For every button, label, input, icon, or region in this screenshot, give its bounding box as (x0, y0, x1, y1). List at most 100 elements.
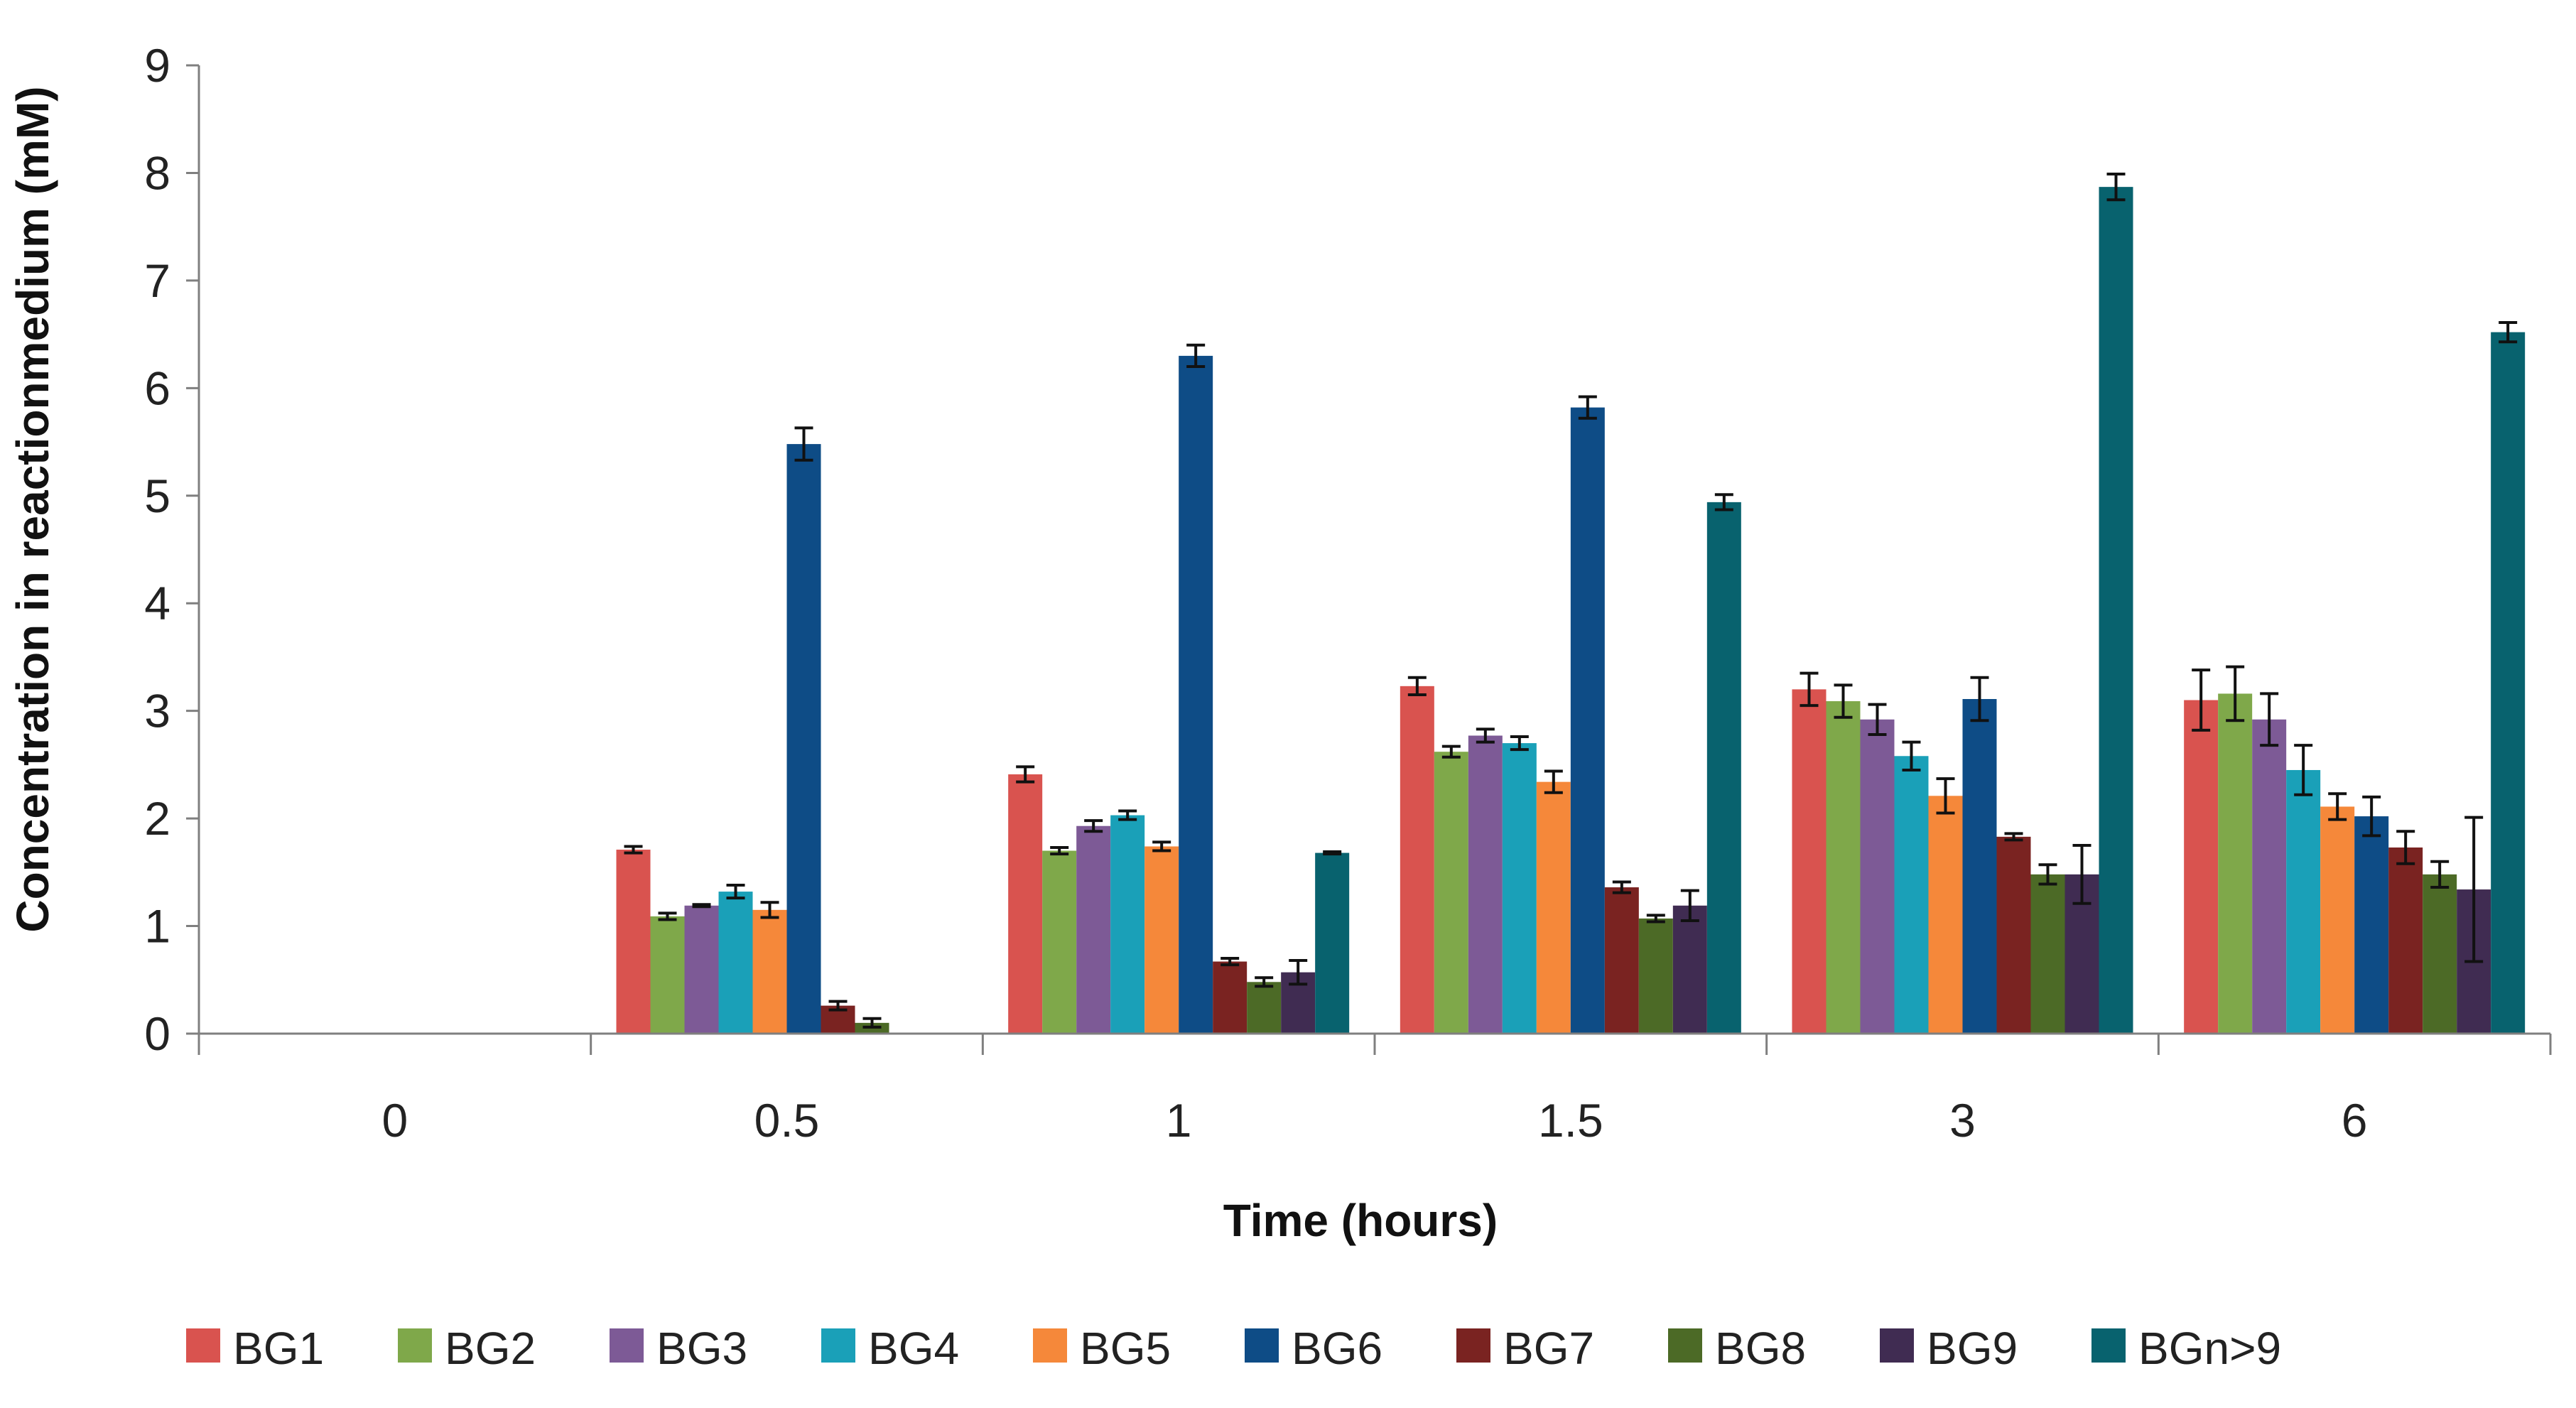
legend-label: BG8 (1715, 1323, 1806, 1374)
legend-label: BG9 (1927, 1323, 2018, 1374)
error-bar-bg2-t6 (2226, 665, 2245, 722)
error-bar-bg9-t1.5 (1680, 889, 1699, 922)
bar-bg2-t1 (1042, 850, 1077, 1034)
bar-bg8-t1.5 (1638, 918, 1673, 1034)
legend-item-bg6: BG6 (1245, 1323, 1382, 1374)
bar-bg5-t6 (2320, 806, 2355, 1034)
legend-item-bg7: BG7 (1456, 1323, 1594, 1374)
bar-bg5-t0.5 (752, 909, 787, 1034)
bar-bg7-t3 (1996, 836, 2031, 1034)
labels-layer: 0 1 2 3 4 5 6 7 8 9 0 0.5 1 1.5 3 6 (144, 39, 2367, 1147)
error-bar-bg7-t6 (2396, 830, 2415, 865)
bar-bg6-t1 (1179, 355, 1213, 1034)
legend-label: BG6 (1292, 1323, 1382, 1374)
error-bar-bgn9-t6 (2499, 320, 2518, 344)
bar-bg7-t6 (2388, 847, 2423, 1034)
bar-bg1-t1.5 (1400, 686, 1434, 1034)
x-tick-label: 1 (1166, 1094, 1192, 1147)
legend-item-bg2: BG2 (398, 1323, 536, 1374)
bar-bg1-t6 (2184, 700, 2219, 1034)
error-bar-bg4-t1.5 (1510, 735, 1529, 752)
error-bar-bg4-t3 (1902, 740, 1921, 771)
legend-label: BG1 (233, 1323, 324, 1374)
bar-bgn9-t1 (1315, 852, 1350, 1034)
legend-item-bg4: BG4 (821, 1323, 959, 1374)
bar-bg2-t0.5 (650, 916, 685, 1034)
legend-swatch (821, 1328, 855, 1363)
bar-bg6-t1.5 (1570, 407, 1605, 1034)
y-tick-label: 9 (144, 39, 171, 92)
error-bar-bg6-t0.5 (794, 426, 813, 462)
error-bar-bg3-t0.5 (692, 903, 711, 909)
legend-item-bg3: BG3 (610, 1323, 747, 1374)
bar-bg3-t6 (2252, 719, 2287, 1034)
error-bar-bg7-t1.5 (1612, 880, 1631, 894)
bar-bg1-t0.5 (616, 850, 651, 1034)
error-bar-bg2-t3 (1834, 683, 1853, 719)
error-bar-bg1-t0.5 (624, 845, 643, 855)
error-bar-bgn9-t1.5 (1714, 493, 1733, 511)
bar-bg8-t3 (2030, 874, 2065, 1034)
legend-swatch (1033, 1328, 1067, 1363)
legend-label: BG2 (445, 1323, 536, 1374)
error-bar-bg9-t1 (1289, 959, 1308, 986)
bar-bg7-t1 (1213, 961, 1248, 1034)
bar-bg2-t3 (1826, 701, 1861, 1034)
error-bar-bg9-t3 (2072, 843, 2091, 905)
legend-label: BG3 (656, 1323, 747, 1374)
error-bar-bg3-t6 (2260, 692, 2279, 747)
bar-bg5-t1.5 (1536, 781, 1571, 1034)
error-bar-bg1-t1.5 (1407, 676, 1427, 696)
error-bar-bg5-t1.5 (1544, 769, 1563, 794)
bar-bg4-t6 (2286, 769, 2321, 1034)
legend-swatch (186, 1328, 220, 1363)
error-bar-bg5-t1 (1152, 840, 1171, 852)
error-bar-bg8-t1.5 (1646, 914, 1665, 924)
error-bar-bg6-t3 (1970, 676, 1989, 722)
bar-bg9-t1.5 (1672, 905, 1707, 1034)
legend-label: BG5 (1080, 1323, 1171, 1374)
error-bar-bg4-t6 (2294, 744, 2313, 796)
bar-bg6-t0.5 (786, 444, 821, 1034)
x-tick-label: 0 (381, 1094, 408, 1147)
legend-item-bg5: BG5 (1033, 1323, 1171, 1374)
error-bar-bg9-t6 (2464, 816, 2484, 963)
bar-bg3-t1.5 (1468, 735, 1503, 1034)
x-tick-label: 6 (2342, 1094, 2368, 1147)
y-axis-title: Concentration in reactionmedium (mM) (7, 86, 58, 932)
error-bar-bg6-t1 (1186, 343, 1206, 369)
error-bar-bg5-t6 (2328, 792, 2347, 821)
bar-bg5-t1 (1144, 846, 1179, 1034)
legend-swatch (610, 1328, 644, 1363)
bar-bg6-t6 (2354, 816, 2389, 1034)
legend-label: BGn>9 (2138, 1323, 2281, 1374)
bar-bg3-t0.5 (684, 905, 719, 1034)
error-bar-bg2-t1 (1050, 846, 1069, 856)
error-bar-bg5-t3 (1936, 777, 1955, 815)
error-bar-bg6-t1.5 (1578, 395, 1597, 420)
y-tick-label: 2 (144, 792, 171, 845)
x-tick-label: 3 (1949, 1094, 1976, 1147)
axes-layer (186, 64, 2552, 1055)
bar-bg5-t3 (1928, 796, 1963, 1034)
legend-item-bg8: BG8 (1668, 1323, 1806, 1374)
y-tick-label: 3 (144, 685, 171, 737)
legend-swatch (1245, 1328, 1279, 1363)
error-bar-bg8-t6 (2430, 860, 2450, 889)
bar-bg7-t1.5 (1604, 887, 1639, 1034)
error-bar-bg7-t3 (2004, 832, 2023, 842)
legend-swatch (1880, 1328, 1914, 1363)
error-bar-bg1-t6 (2192, 668, 2211, 732)
bar-bg3-t1 (1076, 825, 1111, 1034)
error-bar-bg1-t1 (1016, 765, 1035, 784)
error-bar-bg7-t0.5 (828, 1000, 848, 1012)
error-bar-bg8-t0.5 (862, 1017, 882, 1029)
error-bar-bg3-t3 (1868, 703, 1887, 736)
y-tick-label: 4 (144, 577, 171, 629)
bar-bgn9-t6 (2491, 332, 2526, 1034)
legend-label: BG4 (868, 1323, 959, 1374)
y-tick-label: 5 (144, 470, 171, 522)
error-bar-bg8-t1 (1255, 976, 1274, 988)
y-tick-label: 7 (144, 254, 171, 307)
